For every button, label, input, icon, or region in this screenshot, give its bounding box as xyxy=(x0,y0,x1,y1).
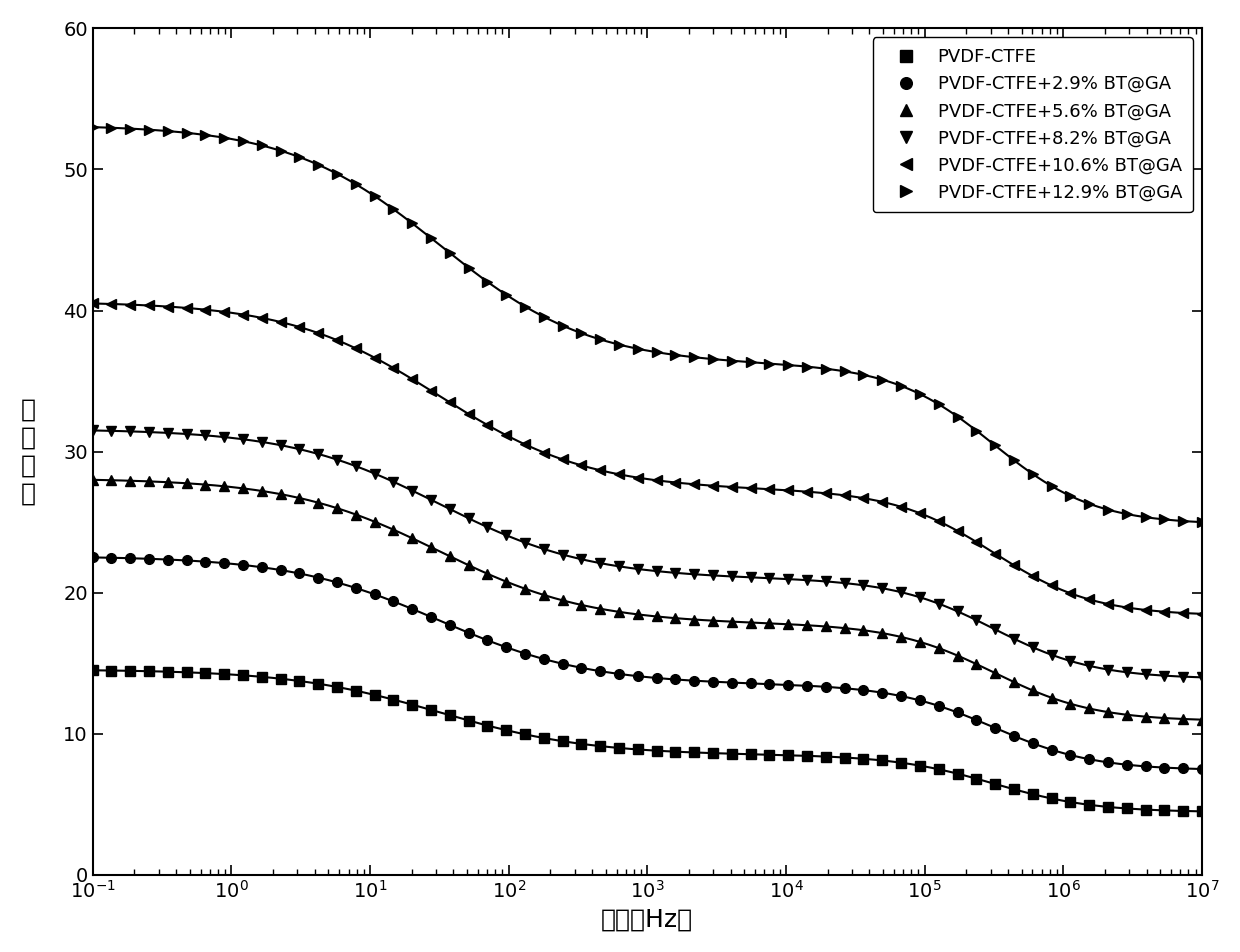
PVDF-CTFE+12.9% BT@GA xyxy=(443,248,458,259)
Line: PVDF-CTFE+8.2% BT@GA: PVDF-CTFE+8.2% BT@GA xyxy=(88,426,1207,683)
PVDF-CTFE+5.6% BT@GA xyxy=(404,532,419,544)
Line: PVDF-CTFE: PVDF-CTFE xyxy=(88,665,1207,816)
X-axis label: 频率（Hz）: 频率（Hz） xyxy=(601,907,693,931)
PVDF-CTFE+10.6% BT@GA xyxy=(781,485,796,496)
PVDF-CTFE+5.6% BT@GA xyxy=(443,550,458,562)
PVDF-CTFE+12.9% BT@GA xyxy=(1194,516,1209,527)
PVDF-CTFE xyxy=(273,673,288,684)
PVDF-CTFE+8.2% BT@GA xyxy=(1194,671,1209,683)
PVDF-CTFE+10.6% BT@GA xyxy=(86,298,100,309)
PVDF-CTFE xyxy=(461,715,476,726)
PVDF-CTFE+8.2% BT@GA xyxy=(443,504,458,515)
PVDF-CTFE+5.6% BT@GA xyxy=(461,560,476,571)
PVDF-CTFE xyxy=(86,664,100,676)
PVDF-CTFE+2.9% BT@GA xyxy=(443,619,458,630)
PVDF-CTFE+10.6% BT@GA xyxy=(367,352,382,364)
PVDF-CTFE+2.9% BT@GA xyxy=(1194,764,1209,775)
PVDF-CTFE+10.6% BT@GA xyxy=(461,408,476,420)
PVDF-CTFE+8.2% BT@GA xyxy=(367,467,382,479)
PVDF-CTFE+8.2% BT@GA xyxy=(781,573,796,585)
PVDF-CTFE+2.9% BT@GA xyxy=(86,552,100,564)
PVDF-CTFE+12.9% BT@GA xyxy=(273,145,288,156)
PVDF-CTFE+8.2% BT@GA xyxy=(461,513,476,525)
PVDF-CTFE+12.9% BT@GA xyxy=(781,359,796,370)
PVDF-CTFE+10.6% BT@GA xyxy=(443,397,458,408)
PVDF-CTFE+8.2% BT@GA xyxy=(273,440,288,451)
PVDF-CTFE+8.2% BT@GA xyxy=(404,485,419,496)
PVDF-CTFE+8.2% BT@GA xyxy=(86,425,100,436)
PVDF-CTFE+12.9% BT@GA xyxy=(86,122,100,133)
PVDF-CTFE+2.9% BT@GA xyxy=(461,627,476,639)
PVDF-CTFE+10.6% BT@GA xyxy=(1194,608,1209,620)
PVDF-CTFE+12.9% BT@GA xyxy=(461,262,476,273)
PVDF-CTFE+12.9% BT@GA xyxy=(404,218,419,229)
Line: PVDF-CTFE+12.9% BT@GA: PVDF-CTFE+12.9% BT@GA xyxy=(88,122,1207,527)
PVDF-CTFE xyxy=(443,709,458,721)
PVDF-CTFE+2.9% BT@GA xyxy=(367,588,382,600)
PVDF-CTFE+5.6% BT@GA xyxy=(86,474,100,486)
PVDF-CTFE xyxy=(367,689,382,701)
PVDF-CTFE+5.6% BT@GA xyxy=(273,488,288,500)
PVDF-CTFE+2.9% BT@GA xyxy=(273,565,288,576)
PVDF-CTFE+5.6% BT@GA xyxy=(367,516,382,527)
PVDF-CTFE xyxy=(404,699,419,710)
PVDF-CTFE+10.6% BT@GA xyxy=(404,373,419,385)
PVDF-CTFE xyxy=(1194,805,1209,817)
PVDF-CTFE+2.9% BT@GA xyxy=(781,679,796,690)
PVDF-CTFE+12.9% BT@GA xyxy=(367,190,382,202)
PVDF-CTFE xyxy=(781,749,796,761)
PVDF-CTFE+10.6% BT@GA xyxy=(273,316,288,327)
PVDF-CTFE+5.6% BT@GA xyxy=(781,619,796,630)
Line: PVDF-CTFE+10.6% BT@GA: PVDF-CTFE+10.6% BT@GA xyxy=(88,299,1207,619)
Line: PVDF-CTFE+5.6% BT@GA: PVDF-CTFE+5.6% BT@GA xyxy=(88,475,1207,724)
Y-axis label: 介
电
常
数: 介 电 常 数 xyxy=(21,398,36,506)
Line: PVDF-CTFE+2.9% BT@GA: PVDF-CTFE+2.9% BT@GA xyxy=(88,552,1207,774)
Legend: PVDF-CTFE, PVDF-CTFE+2.9% BT@GA, PVDF-CTFE+5.6% BT@GA, PVDF-CTFE+8.2% BT@GA, PVD: PVDF-CTFE, PVDF-CTFE+2.9% BT@GA, PVDF-CT… xyxy=(873,37,1193,212)
PVDF-CTFE+5.6% BT@GA xyxy=(1194,714,1209,725)
PVDF-CTFE+2.9% BT@GA xyxy=(404,604,419,615)
